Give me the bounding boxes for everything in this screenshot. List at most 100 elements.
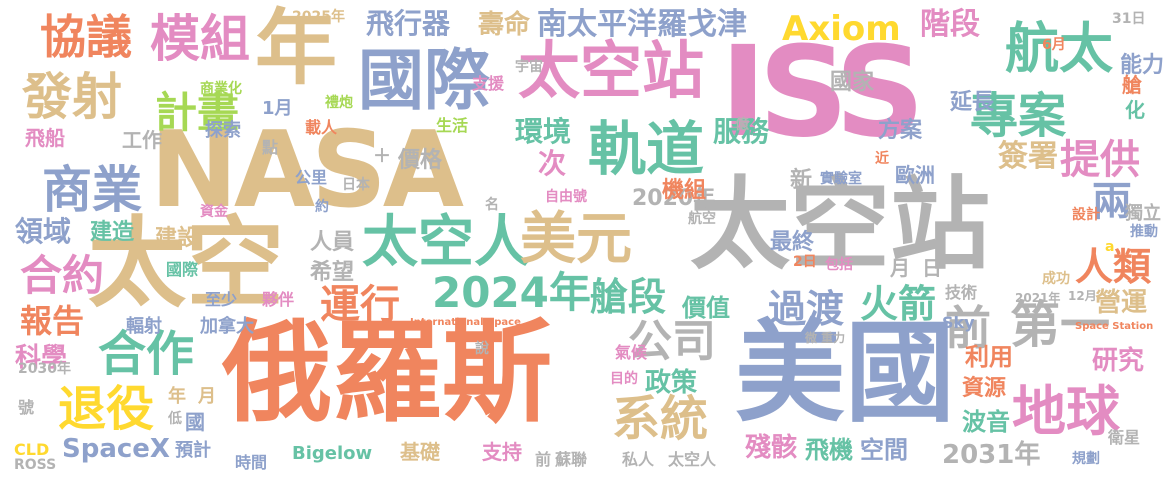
- word: 國: [185, 410, 205, 434]
- word: 預計: [175, 440, 211, 461]
- word: 前: [945, 301, 991, 355]
- word: 名: [485, 197, 499, 213]
- word: 1月: [262, 98, 293, 119]
- word: 自由號: [545, 189, 587, 205]
- word: 推動: [1130, 224, 1158, 240]
- word: 近: [875, 151, 889, 167]
- word: 運行: [320, 282, 400, 328]
- word: 技術: [945, 283, 978, 302]
- word: 空間: [860, 436, 908, 464]
- word: 實驗室: [820, 171, 862, 187]
- word: 月: [890, 256, 910, 280]
- word: 火箭: [860, 282, 937, 326]
- word: 人員: [310, 230, 355, 255]
- word: 科學: [15, 343, 68, 373]
- word: 模組: [150, 10, 250, 68]
- word: 最終: [770, 230, 815, 255]
- word: 艙: [1122, 73, 1142, 97]
- word: 壽命: [478, 10, 531, 40]
- word: 人類: [1075, 245, 1152, 289]
- word: 前: [535, 450, 552, 469]
- word: 包括: [825, 257, 853, 273]
- word: 次: [538, 147, 567, 180]
- word: 國際: [358, 42, 490, 119]
- word: 加拿大: [200, 316, 254, 337]
- word: 系統: [612, 391, 709, 447]
- word: 禮炮: [325, 95, 353, 111]
- word: 飛船: [25, 126, 65, 150]
- word: 簽署: [998, 139, 1058, 174]
- word: 2日: [793, 254, 817, 270]
- word: 公司: [628, 316, 716, 367]
- word: 12月: [1068, 289, 1097, 303]
- word: 飛機: [805, 436, 853, 464]
- word: 希望: [310, 260, 355, 285]
- word: 報告: [20, 302, 85, 340]
- word: 發射: [22, 68, 122, 126]
- word: 輻射: [126, 316, 162, 337]
- word: 基礎: [400, 440, 440, 464]
- word: 提供: [1060, 137, 1140, 183]
- word: 私人: [622, 450, 655, 469]
- word: 支持: [482, 440, 522, 464]
- word: 2020年: [632, 186, 716, 211]
- word: 微 重力: [805, 331, 846, 345]
- word: 服務: [713, 115, 770, 148]
- word: 太空站: [518, 34, 705, 107]
- word: 號: [18, 398, 35, 417]
- word: 日: [922, 256, 942, 280]
- word: 蘇聯: [555, 450, 588, 469]
- word: NASA: [150, 109, 464, 231]
- word: 專案: [970, 88, 1067, 144]
- word: CLD: [14, 440, 50, 459]
- word: 年: [255, 1, 338, 96]
- word: 2025年: [292, 9, 345, 25]
- word: 工作: [122, 128, 162, 152]
- word: 探索: [205, 120, 241, 141]
- word: 合約: [20, 251, 105, 300]
- word: 價格: [398, 148, 443, 173]
- word: ＋: [373, 146, 391, 167]
- word: 建設: [155, 226, 200, 251]
- word: 利用: [965, 343, 1013, 371]
- word: 商業化: [200, 81, 242, 97]
- word: International Space: [410, 317, 521, 328]
- word: 第一: [1010, 296, 1110, 354]
- word: 生活: [436, 116, 469, 135]
- word: 資金: [200, 204, 228, 220]
- word: 商業: [42, 161, 142, 219]
- word: 衛星: [1108, 428, 1141, 447]
- word: 延長: [950, 90, 995, 115]
- word: 美國: [735, 309, 955, 437]
- word: 退役: [58, 381, 155, 437]
- word: 政策: [645, 368, 698, 398]
- word: 營運: [1095, 288, 1148, 318]
- word: 約: [315, 199, 329, 215]
- word: 億: [735, 117, 749, 133]
- word: 氣候: [615, 343, 648, 362]
- word: ISS: [720, 20, 925, 165]
- word: 研究: [1092, 346, 1145, 376]
- word: 波音: [962, 408, 1010, 436]
- word: 時間: [235, 453, 268, 472]
- word: 機組: [662, 178, 707, 203]
- word: 協議: [40, 10, 132, 64]
- word: Space Station: [1075, 321, 1154, 332]
- word: 夥伴: [262, 290, 295, 309]
- word: 獨立: [1125, 203, 1161, 224]
- word: 資源: [962, 376, 1007, 401]
- word: 2024年: [432, 268, 591, 317]
- word: 建造: [90, 220, 135, 245]
- word: 美元: [520, 207, 632, 272]
- word: 點: [262, 138, 279, 157]
- word: 宇宙: [515, 59, 543, 75]
- word: 太空: [88, 207, 285, 321]
- word: 2021年: [1015, 291, 1061, 305]
- word: 低: [168, 411, 182, 427]
- word: 軌道: [588, 115, 705, 183]
- word: 太空站: [690, 166, 990, 283]
- word: 說: [475, 341, 489, 357]
- word: 2031年: [942, 440, 1041, 470]
- word: 年: [168, 386, 186, 407]
- word: Bigelow: [292, 443, 373, 464]
